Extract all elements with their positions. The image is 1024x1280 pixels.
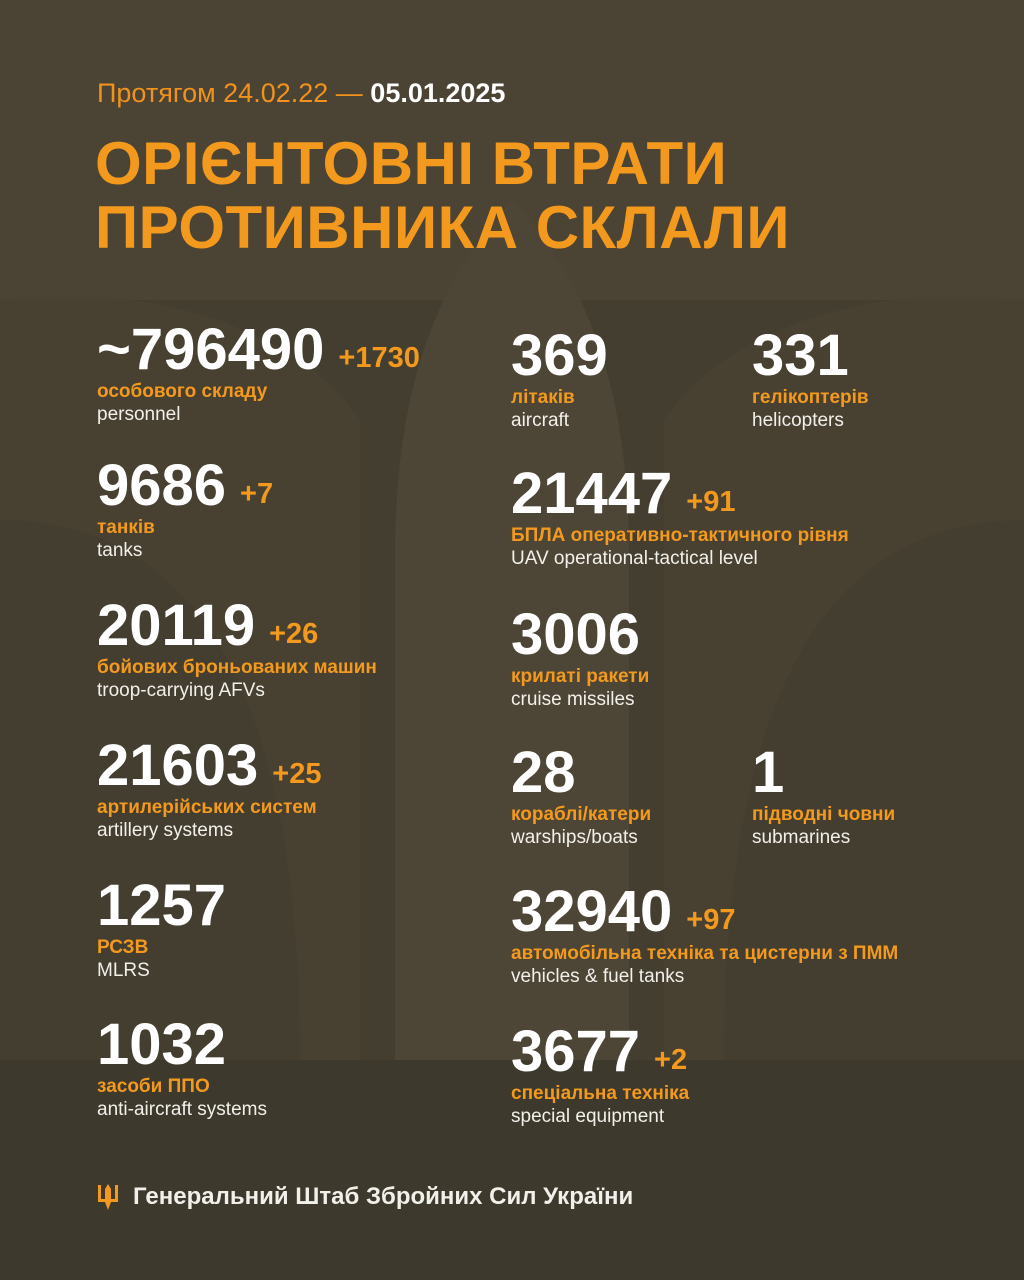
stat-delta: +1730 (338, 342, 420, 374)
stat-value: 1 (752, 740, 785, 805)
stat-mlrs: 1257 РСЗВ MLRS (97, 873, 227, 982)
stat-label-ua: спеціальна техніка (511, 1083, 690, 1104)
footer-text: Генеральний Штаб Збройних Сил України (133, 1183, 634, 1210)
stat-special: 3677 +2 спеціальна техніка special equipm… (511, 1019, 690, 1128)
stat-artillery: 21603 +25 артилерійських систем artillery… (97, 733, 322, 842)
period: Протягом 24.02.22 — 05.01.2025 (97, 78, 505, 109)
stat-submarines: 1 підводні човни submarines (752, 740, 896, 849)
stat-label-en: warships/boats (511, 827, 638, 848)
stat-label-en: special equipment (511, 1106, 665, 1127)
stat-label-ua: літаків (511, 387, 575, 408)
stat-aircraft: 369 літаків aircraft (511, 323, 608, 432)
stat-helicopters: 331 гелікоптерів helicopters (752, 323, 869, 432)
footer: Генеральний Штаб Збройних Сил України (97, 1183, 633, 1211)
stat-label-en: tanks (97, 540, 143, 561)
title-line-1: ОРІЄНТОВНІ ВТРАТИ (95, 130, 728, 197)
stat-label-ua: кораблі/катери (511, 804, 652, 825)
stat-value: 3006 (511, 602, 641, 667)
stat-label-ua: гелікоптерів (752, 387, 869, 408)
stat-label-ua: бойових броньованих машин (97, 657, 377, 678)
stat-value: 369 (511, 323, 608, 388)
stat-delta: +2 (654, 1044, 688, 1076)
stat-label-en: anti-aircraft systems (97, 1099, 267, 1120)
stat-label-en: cruise missiles (511, 689, 635, 710)
stat-afv: 20119 +26 бойових броньованих машин troop… (97, 593, 377, 702)
title-line-2: ПРОТИВНИКА СКЛАЛИ (95, 194, 791, 261)
stat-label-ua: артилерійських систем (97, 797, 317, 818)
stat-antiair: 1032 засоби ППО anti-aircraft systems (97, 1012, 267, 1121)
stat-delta: +91 (686, 486, 736, 518)
stat-value: 21603 (97, 733, 259, 798)
stat-delta: +7 (240, 478, 274, 510)
stat-label-en: troop-carrying AFVs (97, 680, 265, 701)
stat-label-en: submarines (752, 827, 851, 848)
stat-label-ua: танків (97, 517, 155, 538)
stat-value: 9686 (97, 453, 227, 518)
stat-value: 1032 (97, 1012, 227, 1077)
stat-label-en: UAV operational-tactical level (511, 548, 758, 569)
stat-label-ua: автомобільна техніка та цистерни з ПММ (511, 943, 899, 964)
period-end: 05.01.2025 (370, 78, 506, 108)
stat-uav: 21447 +91 БПЛА оперативно-тактичного рівн… (511, 461, 849, 570)
stat-delta: +97 (686, 904, 736, 936)
stat-tanks: 9686 +7 танків tanks (97, 453, 274, 562)
stat-value: 331 (752, 323, 849, 388)
stat-label-ua: підводні човни (752, 804, 896, 825)
stat-delta: +26 (269, 618, 319, 650)
stat-label-en: artillery systems (97, 820, 234, 841)
stat-label-ua: крилаті ракети (511, 666, 650, 687)
page-title: ОРІЄНТОВНІ ВТРАТИ ПРОТИВНИКА СКЛАЛИ (95, 132, 790, 260)
stat-label-en: personnel (97, 404, 181, 425)
stat-value: 20119 (97, 593, 256, 658)
stat-warships: 28 кораблі/катери warships/boats (511, 740, 652, 849)
stat-vehicles: 32940 +97 автомобільна техніка та цистерн… (511, 879, 899, 988)
stat-label-ua: засоби ППО (97, 1076, 210, 1097)
stat-delta: +25 (272, 758, 322, 790)
stat-label-en: aircraft (511, 410, 570, 431)
stat-value: 21447 (511, 461, 673, 526)
stat-label-ua: БПЛА оперативно-тактичного рівня (511, 525, 849, 546)
stat-label-en: helicopters (752, 410, 844, 431)
stat-label-en: vehicles & fuel tanks (511, 966, 685, 987)
period-start: Протягом 24.02.22 — (97, 78, 363, 108)
stat-value: 32940 (511, 879, 673, 944)
stat-label-ua: РСЗВ (97, 937, 149, 958)
stat-value: 1257 (97, 873, 227, 938)
stat-label-ua: особового складу (97, 381, 268, 402)
trident-icon (98, 1184, 118, 1210)
stat-personnel: ~796490 +1730 особового складу personnel (97, 317, 420, 426)
stat-value: ~796490 (97, 317, 325, 382)
stat-missiles: 3006 крилаті ракети cruise missiles (511, 602, 650, 711)
stat-value: 28 (511, 740, 576, 805)
stat-value: 3677 (511, 1019, 641, 1084)
stat-label-en: MLRS (97, 960, 150, 981)
